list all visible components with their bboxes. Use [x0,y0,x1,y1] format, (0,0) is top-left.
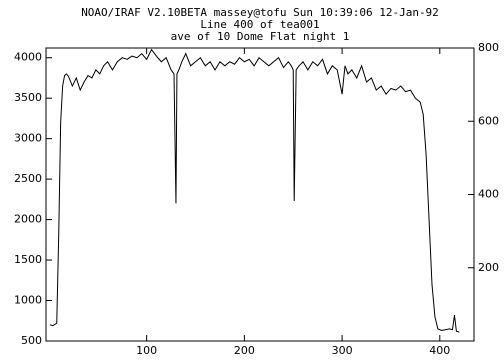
x-tick-label: 400 [429,344,450,357]
plot-frame [45,47,475,342]
y2-tick-label: 200 [478,261,499,274]
x-tick-label: 100 [136,344,157,357]
chart-subtitle: Line 400 of tea001 [200,18,319,31]
y-tick-label: 1000 [14,294,42,307]
x-tick-label: 200 [234,344,255,357]
chart-title: NOAO/IRAF V2.10BETA massey@tofu Sun 10:3… [81,6,439,19]
y2-tick-label: 800 [478,41,499,54]
y-tick-label: 1500 [14,253,42,266]
y-tick-label: 500 [21,334,42,347]
y-tick-label: 2000 [14,213,42,226]
y-tick-label: 4000 [14,51,42,64]
y-tick-label: 3000 [14,132,42,145]
y-tick-label: 3500 [14,91,42,104]
y2-tick-label: 600 [478,114,499,127]
x-tick-label: 300 [332,344,353,357]
y-tick-label: 2500 [14,172,42,185]
data-line [49,48,460,333]
chart-subtitle: ave of 10 Dome Flat night 1 [171,30,350,43]
y2-tick-label: 400 [478,188,499,201]
